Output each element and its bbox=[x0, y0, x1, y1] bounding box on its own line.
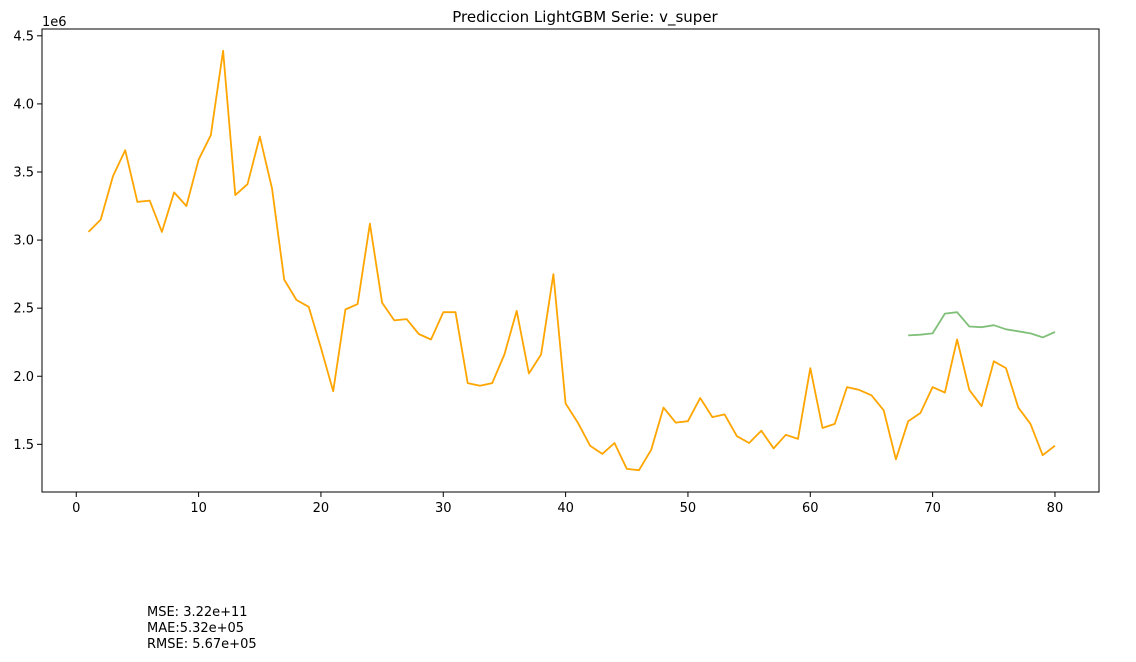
mse-text: MSE: 3.22e+11 bbox=[147, 605, 248, 620]
x-tick-label: 10 bbox=[190, 501, 207, 516]
x-tick-label: 50 bbox=[680, 501, 697, 516]
y-tick-label: 1.5 bbox=[13, 438, 34, 453]
axes-frame bbox=[41, 28, 1100, 493]
y-tick-label: 3.0 bbox=[13, 234, 34, 249]
metrics-box: MSE: 3.22e+11 MAE:5.32e+05 RMSE: 5.67e+0… bbox=[147, 605, 257, 653]
x-tick-label: 20 bbox=[313, 501, 330, 516]
series-line-1 bbox=[908, 311, 1056, 339]
y-tick-label: 3.5 bbox=[13, 165, 34, 180]
y-tick-label: 2.5 bbox=[13, 302, 34, 317]
y-tick-label: 4.0 bbox=[13, 97, 34, 112]
rmse-text: RMSE: 5.67e+05 bbox=[147, 637, 257, 652]
x-tick-label: 70 bbox=[924, 501, 941, 516]
chart-title: Prediccion LightGBM Serie: v_super bbox=[452, 8, 718, 27]
x-tick-label: 30 bbox=[435, 501, 452, 516]
x-tick-label: 60 bbox=[802, 501, 819, 516]
y-offset-label: 1e6 bbox=[42, 15, 67, 30]
x-tick-label: 0 bbox=[72, 501, 80, 516]
x-axis: 0 10 20 30 40 50 60 70 80 bbox=[72, 492, 1063, 516]
y-tick-label: 4.5 bbox=[13, 29, 34, 44]
chart: Prediccion LightGBM Serie: v_super 1e6 0… bbox=[13, 8, 1100, 516]
x-tick-label: 40 bbox=[557, 501, 574, 516]
y-axis: 1.5 2.0 2.5 3.0 3.5 4.0 4.5 bbox=[13, 29, 42, 453]
x-tick-label: 80 bbox=[1047, 501, 1064, 516]
plot-area bbox=[87, 49, 1056, 472]
mae-text: MAE:5.32e+05 bbox=[147, 621, 245, 636]
y-tick-label: 2.0 bbox=[13, 370, 34, 385]
series-line-0 bbox=[87, 49, 1056, 472]
